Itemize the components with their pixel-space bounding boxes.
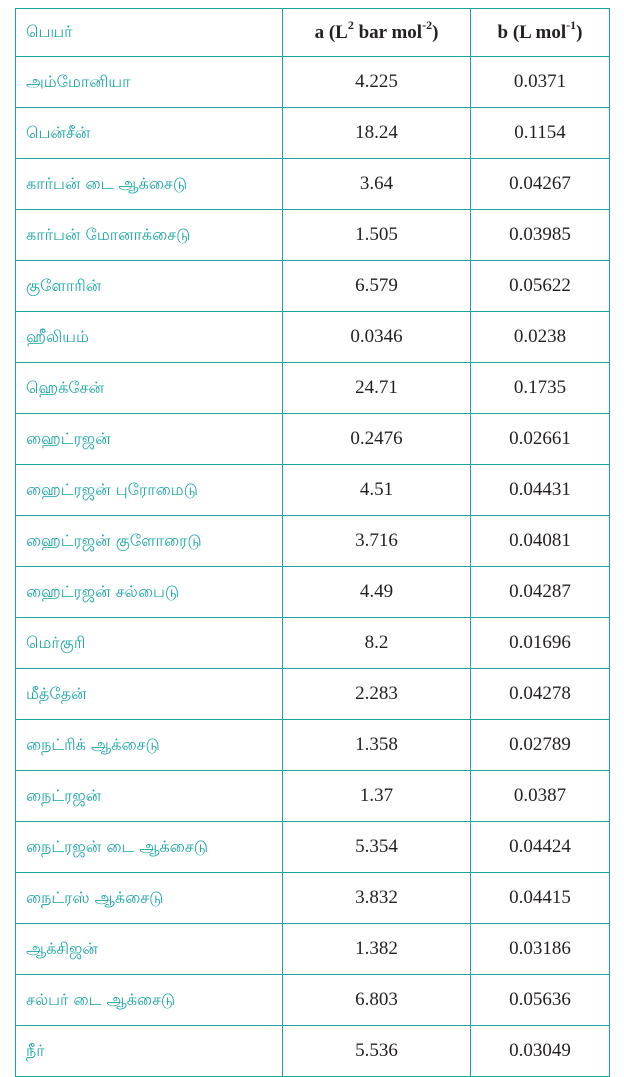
gas-name: நைட்ரஜன்	[15, 770, 283, 822]
table-row: நீர் 5.536 0.03049	[15, 1025, 610, 1077]
b-value: 0.0387	[470, 770, 610, 822]
table-row: ஹைட்ரஜன் குளோரைடு 3.716 0.04081	[15, 515, 610, 567]
gas-name: ஹைட்ரஜன் குளோரைடு	[15, 515, 283, 567]
table-row: ஹீலியம் 0.0346 0.0238	[15, 311, 610, 363]
gas-name: ஹெக்சேன்	[15, 362, 283, 414]
table-row: ஹைட்ரஜன் புரோமைடு 4.51 0.04431	[15, 464, 610, 516]
b-value: 0.04278	[470, 668, 610, 720]
b-value: 0.03985	[470, 209, 610, 261]
header-a-sup2: -2	[422, 18, 433, 33]
a-value: 4.225	[282, 56, 471, 108]
gas-name: கார்பன் டை ஆக்சைடு	[15, 158, 283, 210]
b-value: 0.03049	[470, 1025, 610, 1077]
a-value: 4.49	[282, 566, 471, 618]
table-row: நைட்ரிக் ஆக்சைடு 1.358 0.02789	[15, 719, 610, 771]
header-name: பெயர்	[15, 8, 283, 57]
table-row: ஹைட்ரஜன் 0.2476 0.02661	[15, 413, 610, 465]
gas-name: ஹைட்ரஜன் புரோமைடு	[15, 464, 283, 516]
header-a-end: )	[432, 21, 439, 43]
table-row: நைட்ரஸ் ஆக்சைடு 3.832 0.04415	[15, 872, 610, 924]
gas-name: நீர்	[15, 1025, 283, 1077]
b-value: 0.04267	[470, 158, 610, 210]
header-a-sup1: 2	[347, 18, 354, 33]
b-value: 0.0238	[470, 311, 610, 363]
van-der-waals-constants-table: பெயர் a (L2 bar mol-2) b (L mol-1) அம்மோ…	[15, 8, 610, 1077]
gas-name: பென்சீன்	[15, 107, 283, 159]
b-value: 0.05636	[470, 974, 610, 1026]
table-row: சல்பர் டை ஆக்சைடு 6.803 0.05636	[15, 974, 610, 1026]
gas-name: அம்மோனியா	[15, 56, 283, 108]
gas-name: குளோரின்	[15, 260, 283, 312]
table-row: பென்சீன் 18.24 0.1154	[15, 107, 610, 159]
header-b-main: b (L mol	[497, 21, 567, 43]
b-value: 0.1735	[470, 362, 610, 414]
gas-name: நைட்ரிக் ஆக்சைடு	[15, 719, 283, 771]
a-value: 5.354	[282, 821, 471, 873]
header-a-mid: bar mol	[353, 21, 423, 43]
a-value: 3.716	[282, 515, 471, 567]
table-row: நைட்ரஜன் 1.37 0.0387	[15, 770, 610, 822]
b-value: 0.04415	[470, 872, 610, 924]
a-value: 2.283	[282, 668, 471, 720]
table-row: ஆக்சிஜன் 1.382 0.03186	[15, 923, 610, 975]
gas-name: நைட்ரஜன் டை ஆக்சைடு	[15, 821, 283, 873]
a-value: 1.382	[282, 923, 471, 975]
header-b-end: )	[576, 21, 583, 43]
a-value: 24.71	[282, 362, 471, 414]
gas-name: ஹைட்ரஜன்	[15, 413, 283, 465]
gas-name: சல்பர் டை ஆக்சைடு	[15, 974, 283, 1026]
table-row: அம்மோனியா 4.225 0.0371	[15, 56, 610, 108]
b-value: 0.04287	[470, 566, 610, 618]
a-value: 0.2476	[282, 413, 471, 465]
header-a: a (L2 bar mol-2)	[282, 8, 471, 57]
a-value: 1.358	[282, 719, 471, 771]
a-value: 4.51	[282, 464, 471, 516]
gas-name: மீத்தேன்	[15, 668, 283, 720]
a-value: 8.2	[282, 617, 471, 669]
table-row: ஹைட்ரஜன் சல்பைடு 4.49 0.04287	[15, 566, 610, 618]
header-b-sup: -1	[566, 18, 577, 33]
a-value: 3.832	[282, 872, 471, 924]
b-value: 0.02789	[470, 719, 610, 771]
b-value: 0.04081	[470, 515, 610, 567]
table-row: மெர்குரி 8.2 0.01696	[15, 617, 610, 669]
table-row: மீத்தேன் 2.283 0.04278	[15, 668, 610, 720]
gas-name: ஆக்சிஜன்	[15, 923, 283, 975]
a-value: 5.536	[282, 1025, 471, 1077]
gas-name: கார்பன் மோனாக்சைடு	[15, 209, 283, 261]
a-value: 6.579	[282, 260, 471, 312]
header-b: b (L mol-1)	[470, 8, 610, 57]
b-value: 0.02661	[470, 413, 610, 465]
gas-name: நைட்ரஸ் ஆக்சைடு	[15, 872, 283, 924]
a-value: 6.803	[282, 974, 471, 1026]
b-value: 0.01696	[470, 617, 610, 669]
b-value: 0.04424	[470, 821, 610, 873]
b-value: 0.03186	[470, 923, 610, 975]
b-value: 0.04431	[470, 464, 610, 516]
table-row: நைட்ரஜன் டை ஆக்சைடு 5.354 0.04424	[15, 821, 610, 873]
b-value: 0.0371	[470, 56, 610, 108]
b-value: 0.1154	[470, 107, 610, 159]
a-value: 3.64	[282, 158, 471, 210]
table-row: ஹெக்சேன் 24.71 0.1735	[15, 362, 610, 414]
a-value: 18.24	[282, 107, 471, 159]
a-value: 0.0346	[282, 311, 471, 363]
table-row: குளோரின் 6.579 0.05622	[15, 260, 610, 312]
table-row: கார்பன் டை ஆக்சைடு 3.64 0.04267	[15, 158, 610, 210]
a-value: 1.505	[282, 209, 471, 261]
gas-name: ஹீலியம்	[15, 311, 283, 363]
a-value: 1.37	[282, 770, 471, 822]
gas-name: ஹைட்ரஜன் சல்பைடு	[15, 566, 283, 618]
b-value: 0.05622	[470, 260, 610, 312]
table-row: கார்பன் மோனாக்சைடு 1.505 0.03985	[15, 209, 610, 261]
table-header-row: பெயர் a (L2 bar mol-2) b (L mol-1)	[15, 8, 610, 57]
header-a-main: a (L	[314, 21, 348, 43]
gas-name: மெர்குரி	[15, 617, 283, 669]
